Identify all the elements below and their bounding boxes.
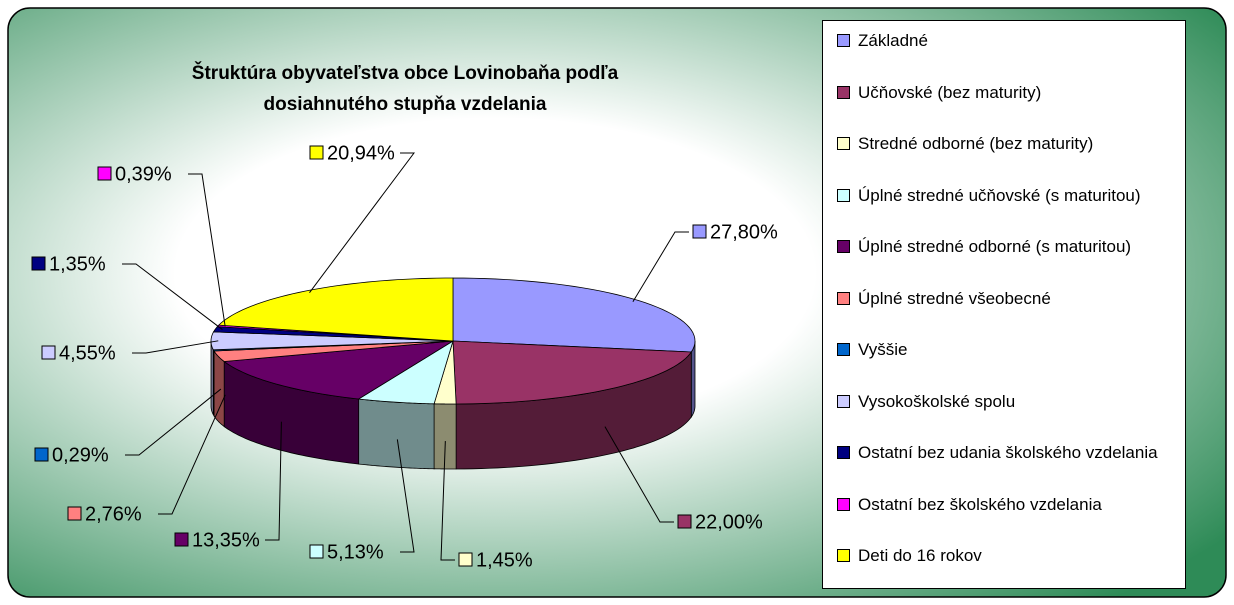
legend-label: Vysokoškolské spolu <box>858 391 1016 411</box>
legend-item: Vyššie <box>837 340 1172 359</box>
pie-slice <box>452 277 696 353</box>
data-label: 13,35% <box>192 529 260 551</box>
leader-line <box>440 441 455 561</box>
legend-label: Ostatní bez školského vzdelania <box>858 494 1102 514</box>
pie-slice <box>223 340 454 400</box>
data-label: 22,00% <box>695 511 763 533</box>
leader-line <box>132 340 219 354</box>
legend-swatch <box>837 446 850 459</box>
pie-side <box>690 340 696 419</box>
legend-item: Základné <box>837 31 1172 50</box>
leader-line <box>309 152 415 293</box>
legend-label: Vyššie <box>858 340 908 359</box>
legend-item: Učňovské (bez maturity) <box>837 83 1172 102</box>
pie-side <box>213 349 225 428</box>
legend: Základné Učňovské (bez maturity) Stredné o… <box>822 20 1186 589</box>
legend-swatch <box>837 549 850 562</box>
label-swatch <box>97 166 112 181</box>
leader-line <box>265 421 282 541</box>
pie-slice <box>213 340 454 362</box>
data-label: 1,45% <box>476 549 533 571</box>
label-swatch <box>692 224 707 239</box>
pie-side <box>210 340 214 415</box>
legend-item: Ostatní bez školského vzdelania <box>837 495 1172 514</box>
legend-label: Úplné stredné učňovské (s maturitou) <box>858 185 1141 205</box>
legend-swatch <box>837 343 850 356</box>
leader-line <box>632 231 689 303</box>
legend-swatch <box>837 85 850 99</box>
data-label: 2,76% <box>85 503 142 525</box>
data-label: 4,55% <box>59 342 116 364</box>
leader-line <box>158 394 226 515</box>
leader-line <box>188 173 226 327</box>
label-swatch <box>309 145 324 160</box>
legend-item: Úplné stredné odborné (s maturitou) <box>837 237 1172 256</box>
pie-slice <box>217 277 454 342</box>
label-swatch <box>41 345 56 360</box>
leader-line <box>122 263 223 330</box>
leader-line <box>396 439 415 553</box>
pie-side <box>358 398 435 470</box>
data-label: 0,29% <box>52 444 109 466</box>
legend-label: Základné <box>858 31 928 50</box>
leader-line <box>125 388 222 456</box>
legend-label: Deti do 16 rokov <box>858 546 982 565</box>
legend-item: Stredné odborné (bez maturity) <box>837 134 1172 153</box>
label-swatch <box>174 532 189 547</box>
legend-swatch <box>837 188 850 202</box>
legend-label: Stredné odborné (bez maturity) <box>858 134 1094 153</box>
legend-label: Úplné stredné odborné (s maturitou) <box>858 237 1132 256</box>
pie-slice <box>210 331 454 351</box>
data-label: 20,94% <box>327 142 395 164</box>
data-label: 5,13% <box>327 541 384 563</box>
legend-swatch <box>837 394 850 408</box>
legend-item: Vysokoškolské spolu <box>837 392 1172 411</box>
label-swatch <box>31 256 46 271</box>
label-swatch <box>458 552 473 567</box>
legend-item: Úplné stredné učňovské (s maturitou) <box>837 186 1172 205</box>
pie-slice <box>433 340 457 405</box>
chart-title: Štruktúra obyvateľstva obce Lovinobaňa p… <box>191 63 619 115</box>
legend-swatch <box>837 291 850 305</box>
label-swatch <box>677 514 692 529</box>
label-swatch <box>67 506 82 521</box>
label-swatch <box>309 544 324 559</box>
legend-item: Deti do 16 rokov <box>837 546 1172 565</box>
pie-slice <box>452 340 693 405</box>
data-label: 0,39% <box>115 163 172 185</box>
legend-swatch <box>837 497 850 511</box>
data-label: 1,35% <box>49 253 106 275</box>
legend-item: Ostatní bez udania školského vzdelania <box>837 443 1172 462</box>
legend-swatch <box>837 137 850 150</box>
legend-swatch <box>837 240 850 253</box>
data-label: 27,80% <box>710 221 778 243</box>
label-swatch <box>34 447 49 462</box>
leader-line <box>604 426 674 523</box>
legend-label: Ostatní bez udania školského vzdelania <box>858 443 1158 462</box>
legend-item: Úplné stredné všeobecné <box>837 289 1172 308</box>
pie-slice <box>357 340 454 405</box>
legend-label: Učňovské (bez maturity) <box>858 82 1042 102</box>
legend-swatch <box>837 34 850 47</box>
legend-label: Úplné stredné všeobecné <box>858 288 1051 308</box>
